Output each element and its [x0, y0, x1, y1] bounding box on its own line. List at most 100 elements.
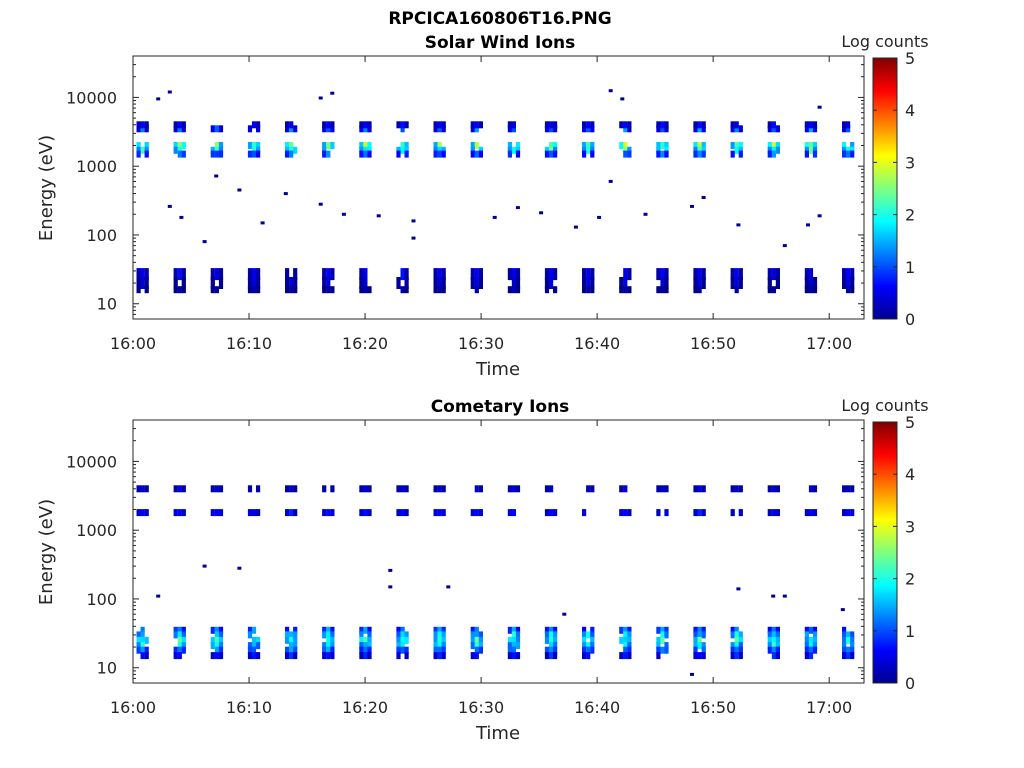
spectrogram-cell	[660, 286, 665, 294]
spectrogram-cell	[177, 509, 182, 517]
spectrogram-cell	[181, 268, 186, 281]
spectrogram-cell	[441, 646, 446, 654]
x-tick-label: 16:50	[690, 334, 736, 353]
spectrogram-cell	[701, 626, 706, 634]
spectrogram-cell	[693, 626, 698, 634]
y-tick-label: 100	[86, 590, 117, 609]
spectrogram-cell	[140, 636, 145, 644]
spectrogram-cell	[400, 286, 405, 294]
spectrogram-cell	[214, 626, 219, 634]
spectrogram-cell	[214, 485, 219, 493]
y-axis-ticks: 10 100 1000 10000	[66, 419, 864, 684]
spectrogram-cell	[812, 277, 818, 289]
spectrogram-cell	[247, 286, 253, 294]
spectrogram-cell	[173, 125, 178, 133]
colorbar-ticks: 0 1 2 3 4 5	[873, 49, 915, 329]
spectrogram-cell	[470, 277, 475, 289]
spectrogram-cell	[218, 125, 224, 133]
spectrogram-cell	[173, 277, 178, 289]
spectrogram-cell	[214, 125, 219, 133]
spectrogram-cell	[210, 626, 215, 634]
spectrogram-cell	[326, 642, 331, 650]
spectrogram-cell	[181, 509, 186, 517]
spectrogram-cell	[549, 277, 554, 289]
sparse-cell	[562, 612, 567, 616]
spectrogram-cell	[144, 646, 149, 654]
spectrogram-cell	[619, 509, 624, 517]
spectrogram-cell	[738, 142, 743, 149]
sparse-cell	[411, 219, 416, 223]
spectrogram-cell	[515, 142, 521, 149]
spectrogram-cell	[582, 146, 587, 154]
spectrogram-cell	[177, 642, 182, 650]
spectrogram-cell	[330, 626, 335, 634]
spectrogram-cell	[326, 268, 331, 281]
spectrogram-cell	[437, 121, 442, 129]
spectrogram-cell	[804, 121, 809, 129]
spectrogram-cell	[693, 642, 698, 650]
spectrogram-cell	[400, 631, 405, 639]
spectrogram-cell	[247, 142, 253, 149]
spectrogram-cell	[177, 631, 182, 639]
spectrogram-cell	[660, 142, 665, 149]
spectrogram-cell	[507, 150, 512, 158]
sparse-cell	[283, 192, 288, 196]
spectrogram-cell	[247, 626, 253, 634]
spectrogram-cell	[285, 636, 290, 644]
spectrogram-cell	[293, 646, 298, 654]
spectrogram-cell	[701, 646, 706, 654]
spectrogram-cell	[177, 150, 182, 158]
spectrogram-cell	[251, 142, 257, 149]
spectrogram-cell	[590, 646, 595, 654]
y-axis-label: Energy (eV)	[36, 499, 57, 605]
cometary-panel: Cometary Ions Log counts 16:00 16:10 16:20…	[36, 396, 929, 744]
spectrogram-cell	[330, 636, 335, 644]
spectrogram-cell	[251, 150, 257, 158]
spectrogram-cell	[140, 121, 145, 129]
spectrogram-cell	[478, 646, 483, 654]
spectrogram-cell	[214, 286, 219, 294]
spectrogram-cell	[330, 121, 335, 129]
spectrogram-cell	[437, 286, 442, 294]
colorbar-ticks: 0 1 2 3 4 5	[873, 413, 915, 693]
spectrogram-cell	[400, 268, 405, 281]
spectrogram-cell	[404, 268, 409, 281]
spectrogram-cell	[256, 125, 261, 133]
spectrogram-cell	[738, 509, 743, 517]
spectrogram-cell	[173, 121, 178, 129]
spectrogram-cell	[330, 125, 335, 133]
spectrogram-cell	[251, 636, 257, 644]
spectrogram-cell	[544, 121, 550, 129]
spectrogram-cell	[738, 277, 743, 289]
spectrogram-cell	[363, 626, 368, 634]
spectrogram-cell	[734, 631, 739, 639]
spectrogram-cell	[664, 150, 669, 158]
spectrogram-cell	[664, 286, 669, 294]
sparse-cell	[817, 105, 822, 109]
spectrogram-cell	[812, 146, 818, 154]
spectrogram-cell	[363, 652, 368, 660]
spectrogram-cell	[775, 142, 780, 149]
spectrogram-cell	[804, 631, 809, 639]
spectrogram-cell	[367, 626, 372, 634]
spectrogram-cell	[808, 636, 814, 644]
spectrogram-cell	[656, 642, 661, 650]
spectrogram-cell	[330, 509, 335, 517]
spectrogram-cell	[367, 125, 372, 133]
spectrogram-cell	[359, 142, 364, 149]
spectrogram-cell	[590, 125, 595, 133]
x-axis-label: Time	[475, 723, 520, 744]
spectrogram-cell	[470, 652, 475, 660]
spectrogram-cell	[553, 268, 558, 281]
spectrogram-cell	[623, 631, 628, 639]
spectrogram-cell	[404, 142, 409, 149]
spectrogram-cell	[441, 268, 446, 281]
spectrogram-cell	[396, 626, 401, 634]
spectrogram-cell	[404, 631, 409, 639]
spectrogram-cell	[285, 125, 290, 133]
spectrogram-cell	[322, 642, 327, 650]
spectrogram-cell	[590, 142, 595, 149]
spectrogram-cell	[515, 626, 521, 634]
spectrogram-cell	[697, 150, 702, 158]
spectrogram-cell	[214, 268, 219, 281]
